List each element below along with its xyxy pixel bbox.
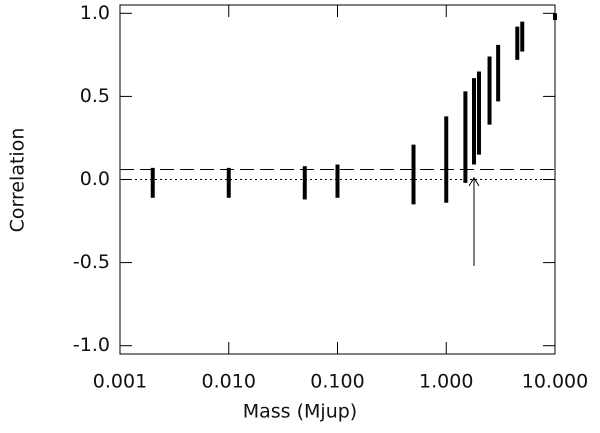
y-tick-label: 0.0 <box>80 168 110 190</box>
x-tick-label: 0.010 <box>202 371 256 393</box>
y-tick-label: 1.0 <box>80 2 110 24</box>
y-tick-label: -0.5 <box>73 251 110 273</box>
x-tick-label: 10.000 <box>522 371 588 393</box>
x-axis-label: Mass (Mjup) <box>243 401 357 423</box>
y-axis-label: Correlation <box>7 128 29 233</box>
x-tick-label: 0.100 <box>310 371 364 393</box>
arrow-head <box>468 176 480 187</box>
y-tick-label: 0.5 <box>80 85 110 107</box>
x-tick-label: 0.001 <box>93 371 147 393</box>
x-tick-label: 1.000 <box>419 371 473 393</box>
y-tick-label: -1.0 <box>73 334 110 356</box>
